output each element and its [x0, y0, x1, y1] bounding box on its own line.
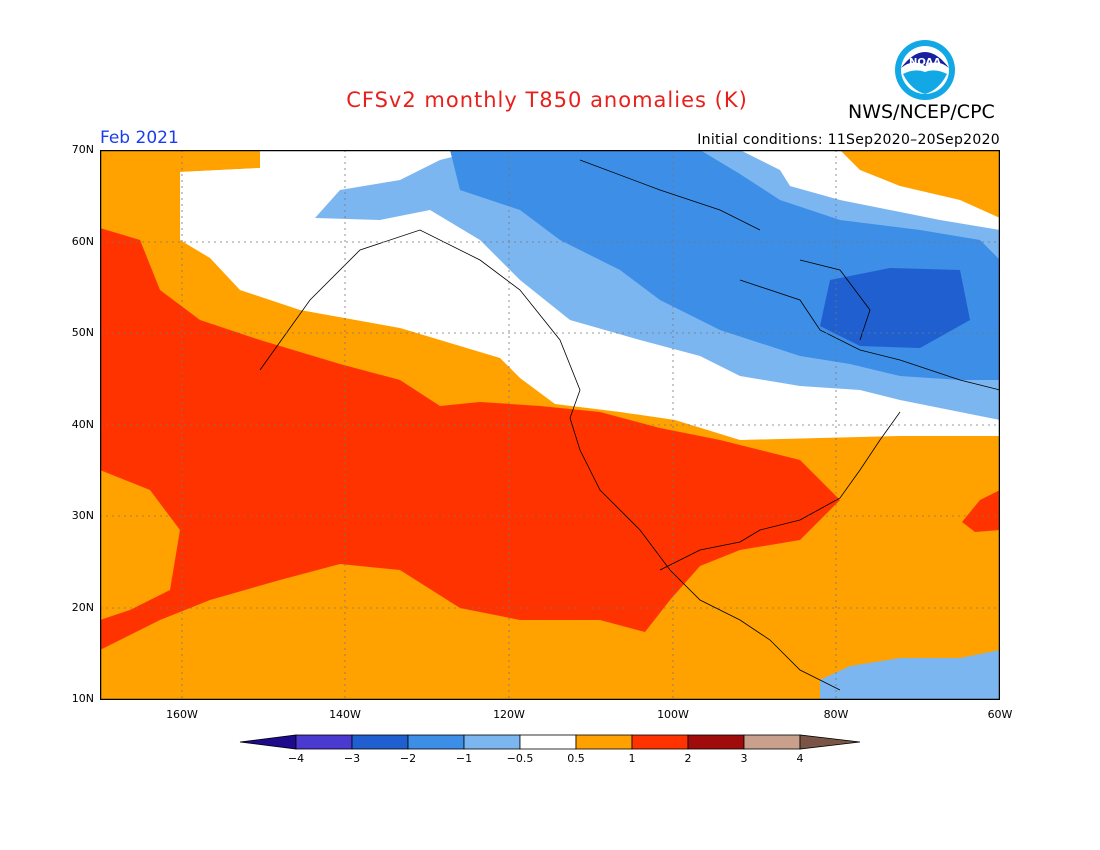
anomaly-region-darkblue [820, 268, 970, 348]
lat-label-70n: 70N [71, 143, 94, 156]
colorbar-label: 1 [628, 752, 636, 765]
lat-label-60n: 60N [71, 235, 94, 248]
colorbar-label: 3 [740, 752, 748, 765]
colorbar-swatch-m3-m2 [351, 734, 409, 750]
anomaly-region-orange-ne [840, 150, 1000, 218]
noaa-logo: NOAA [895, 40, 955, 100]
anomaly-region-white-nw [180, 168, 820, 434]
agency-label: NWS/NCEP/CPC [848, 101, 995, 123]
colorbar-label: 2 [684, 752, 692, 765]
colorbar-swatch-1-2 [631, 734, 689, 750]
anomaly-region-orange-pacific [100, 470, 180, 620]
colorbar-label: −2 [399, 752, 417, 765]
colorbar-swatch-m2-m1 [407, 734, 465, 750]
map-title: CFSv2 monthly T850 anomalies (K) [346, 88, 748, 112]
lat-label-20n: 20N [71, 601, 94, 614]
lon-label-60w: 60W [987, 708, 1013, 721]
colorbar-swatch-m1-m05 [463, 734, 521, 750]
lat-label-40n: 40N [71, 418, 94, 431]
anomaly-region-lightblue-caribbean [820, 650, 1000, 700]
lat-label-50n: 50N [71, 326, 94, 339]
colorbar [239, 734, 861, 750]
colorbar-swatch-m05-05 [519, 734, 577, 750]
anomaly-map [100, 150, 1000, 700]
lon-label-80w: 80W [823, 708, 849, 721]
lon-label-140w: 140W [329, 708, 361, 721]
lon-label-120w: 120W [493, 708, 525, 721]
map-frame [100, 150, 1000, 700]
anomaly-region-red [100, 228, 840, 650]
coastlines [259, 159, 1000, 691]
colorbar-label: −3 [343, 752, 361, 765]
anomaly-region-red-atlantic [962, 490, 1000, 532]
initial-conditions-label: Initial conditions: 11Sep2020–20Sep2020 [697, 132, 1000, 148]
valid-month-label: Feb 2021 [100, 128, 179, 148]
colorbar-swatch-gt-4 [799, 734, 861, 750]
colorbar-swatch-m4-m3 [295, 734, 353, 750]
colorbar-swatch-lt-m4 [239, 734, 297, 750]
colorbar-label: −4 [287, 752, 305, 765]
colorbar-label: 4 [796, 752, 804, 765]
lat-label-30n: 30N [71, 509, 94, 522]
colorbar-label: −1 [455, 752, 473, 765]
lon-label-160w: 160W [166, 708, 198, 721]
colorbar-swatch-3-4 [743, 734, 801, 750]
colorbar-swatch-2-3 [687, 734, 745, 750]
colorbar-label: 0.5 [567, 752, 585, 765]
lat-label-10n: 10N [71, 692, 94, 705]
colorbar-label: −0.5 [506, 752, 534, 765]
colorbar-swatch-05-1 [575, 734, 633, 750]
logo-text: NOAA [909, 57, 941, 68]
graticule [100, 150, 1000, 700]
lon-label-100w: 100W [657, 708, 689, 721]
